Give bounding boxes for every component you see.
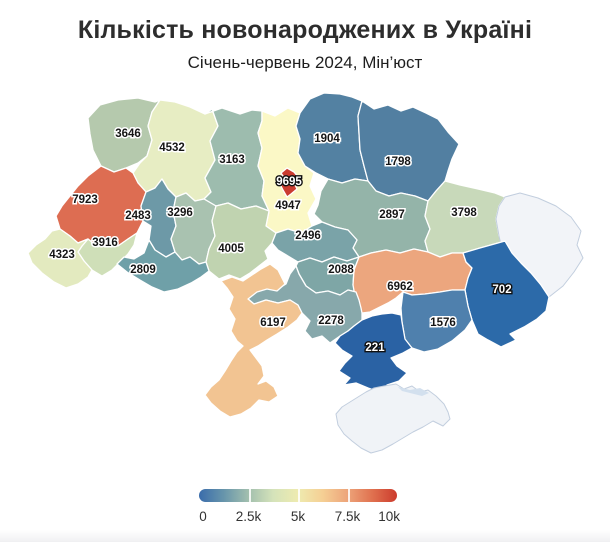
region-odesa[interactable] <box>204 263 303 418</box>
region-crimea[interactable] <box>335 383 451 454</box>
legend-separator <box>248 489 251 502</box>
color-legend: 0 2.5k 5k 7.5k 10k <box>199 489 400 531</box>
region-zaporizhzhia[interactable] <box>400 289 473 353</box>
region-chernivtsi[interactable] <box>116 239 210 293</box>
page-title: Кількість новонароджених в Україні <box>77 16 533 44</box>
region-kyiv_city[interactable] <box>279 167 299 198</box>
legend-separator <box>298 489 300 502</box>
legend-separator <box>347 489 350 502</box>
region-zakarpattia[interactable] <box>27 228 93 289</box>
page-subtitle: Січень-червень 2024, Мін’юст <box>187 53 423 72</box>
legend-tick-0: 0 <box>199 509 207 524</box>
legend-ticks: 0 2.5k 5k 7.5k 10k <box>199 509 400 525</box>
legend-tick-10k: 10k <box>378 509 400 524</box>
region-vinnytsia[interactable] <box>205 202 277 280</box>
footer-strip <box>0 530 610 542</box>
legend-gradient-bar <box>199 489 397 502</box>
region-lviv[interactable] <box>55 165 147 248</box>
legend-tick-2-5k: 2.5k <box>235 509 262 524</box>
legend-tick-7-5k: 7.5k <box>334 509 361 524</box>
water-patch <box>398 387 429 396</box>
region-donetsk[interactable] <box>462 240 550 348</box>
legend-tick-5k: 5k <box>290 509 306 524</box>
